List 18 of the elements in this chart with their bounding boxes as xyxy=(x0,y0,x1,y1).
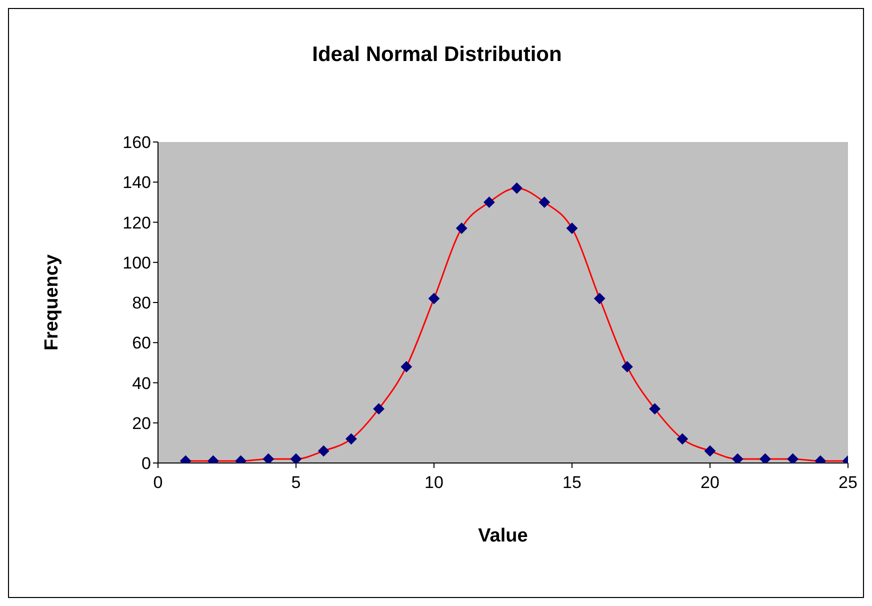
x-tick-label: 0 xyxy=(153,473,163,492)
y-tick-label: 60 xyxy=(132,334,151,353)
chart-title: Ideal Normal Distribution xyxy=(311,43,563,67)
x-tick-label: 10 xyxy=(424,473,444,492)
y-tick-label: 120 xyxy=(122,213,151,232)
y-tick-label: 40 xyxy=(132,374,151,393)
x-tick-label: 25 xyxy=(838,473,858,492)
y-tick-label: 140 xyxy=(122,173,151,192)
y-tick-label: 0 xyxy=(142,454,151,474)
y-axis-title: Frequency xyxy=(42,254,63,351)
y-tick-label: 20 xyxy=(132,414,151,433)
x-tick-label: 5 xyxy=(291,473,301,492)
x-tick-label: 20 xyxy=(700,473,720,492)
y-tick-label: 160 xyxy=(122,133,151,152)
x-tick-label: 15 xyxy=(562,473,582,492)
y-tick-label: 100 xyxy=(122,253,151,272)
y-tick-label: 80 xyxy=(132,294,151,313)
x-axis-title: Value xyxy=(478,525,528,546)
